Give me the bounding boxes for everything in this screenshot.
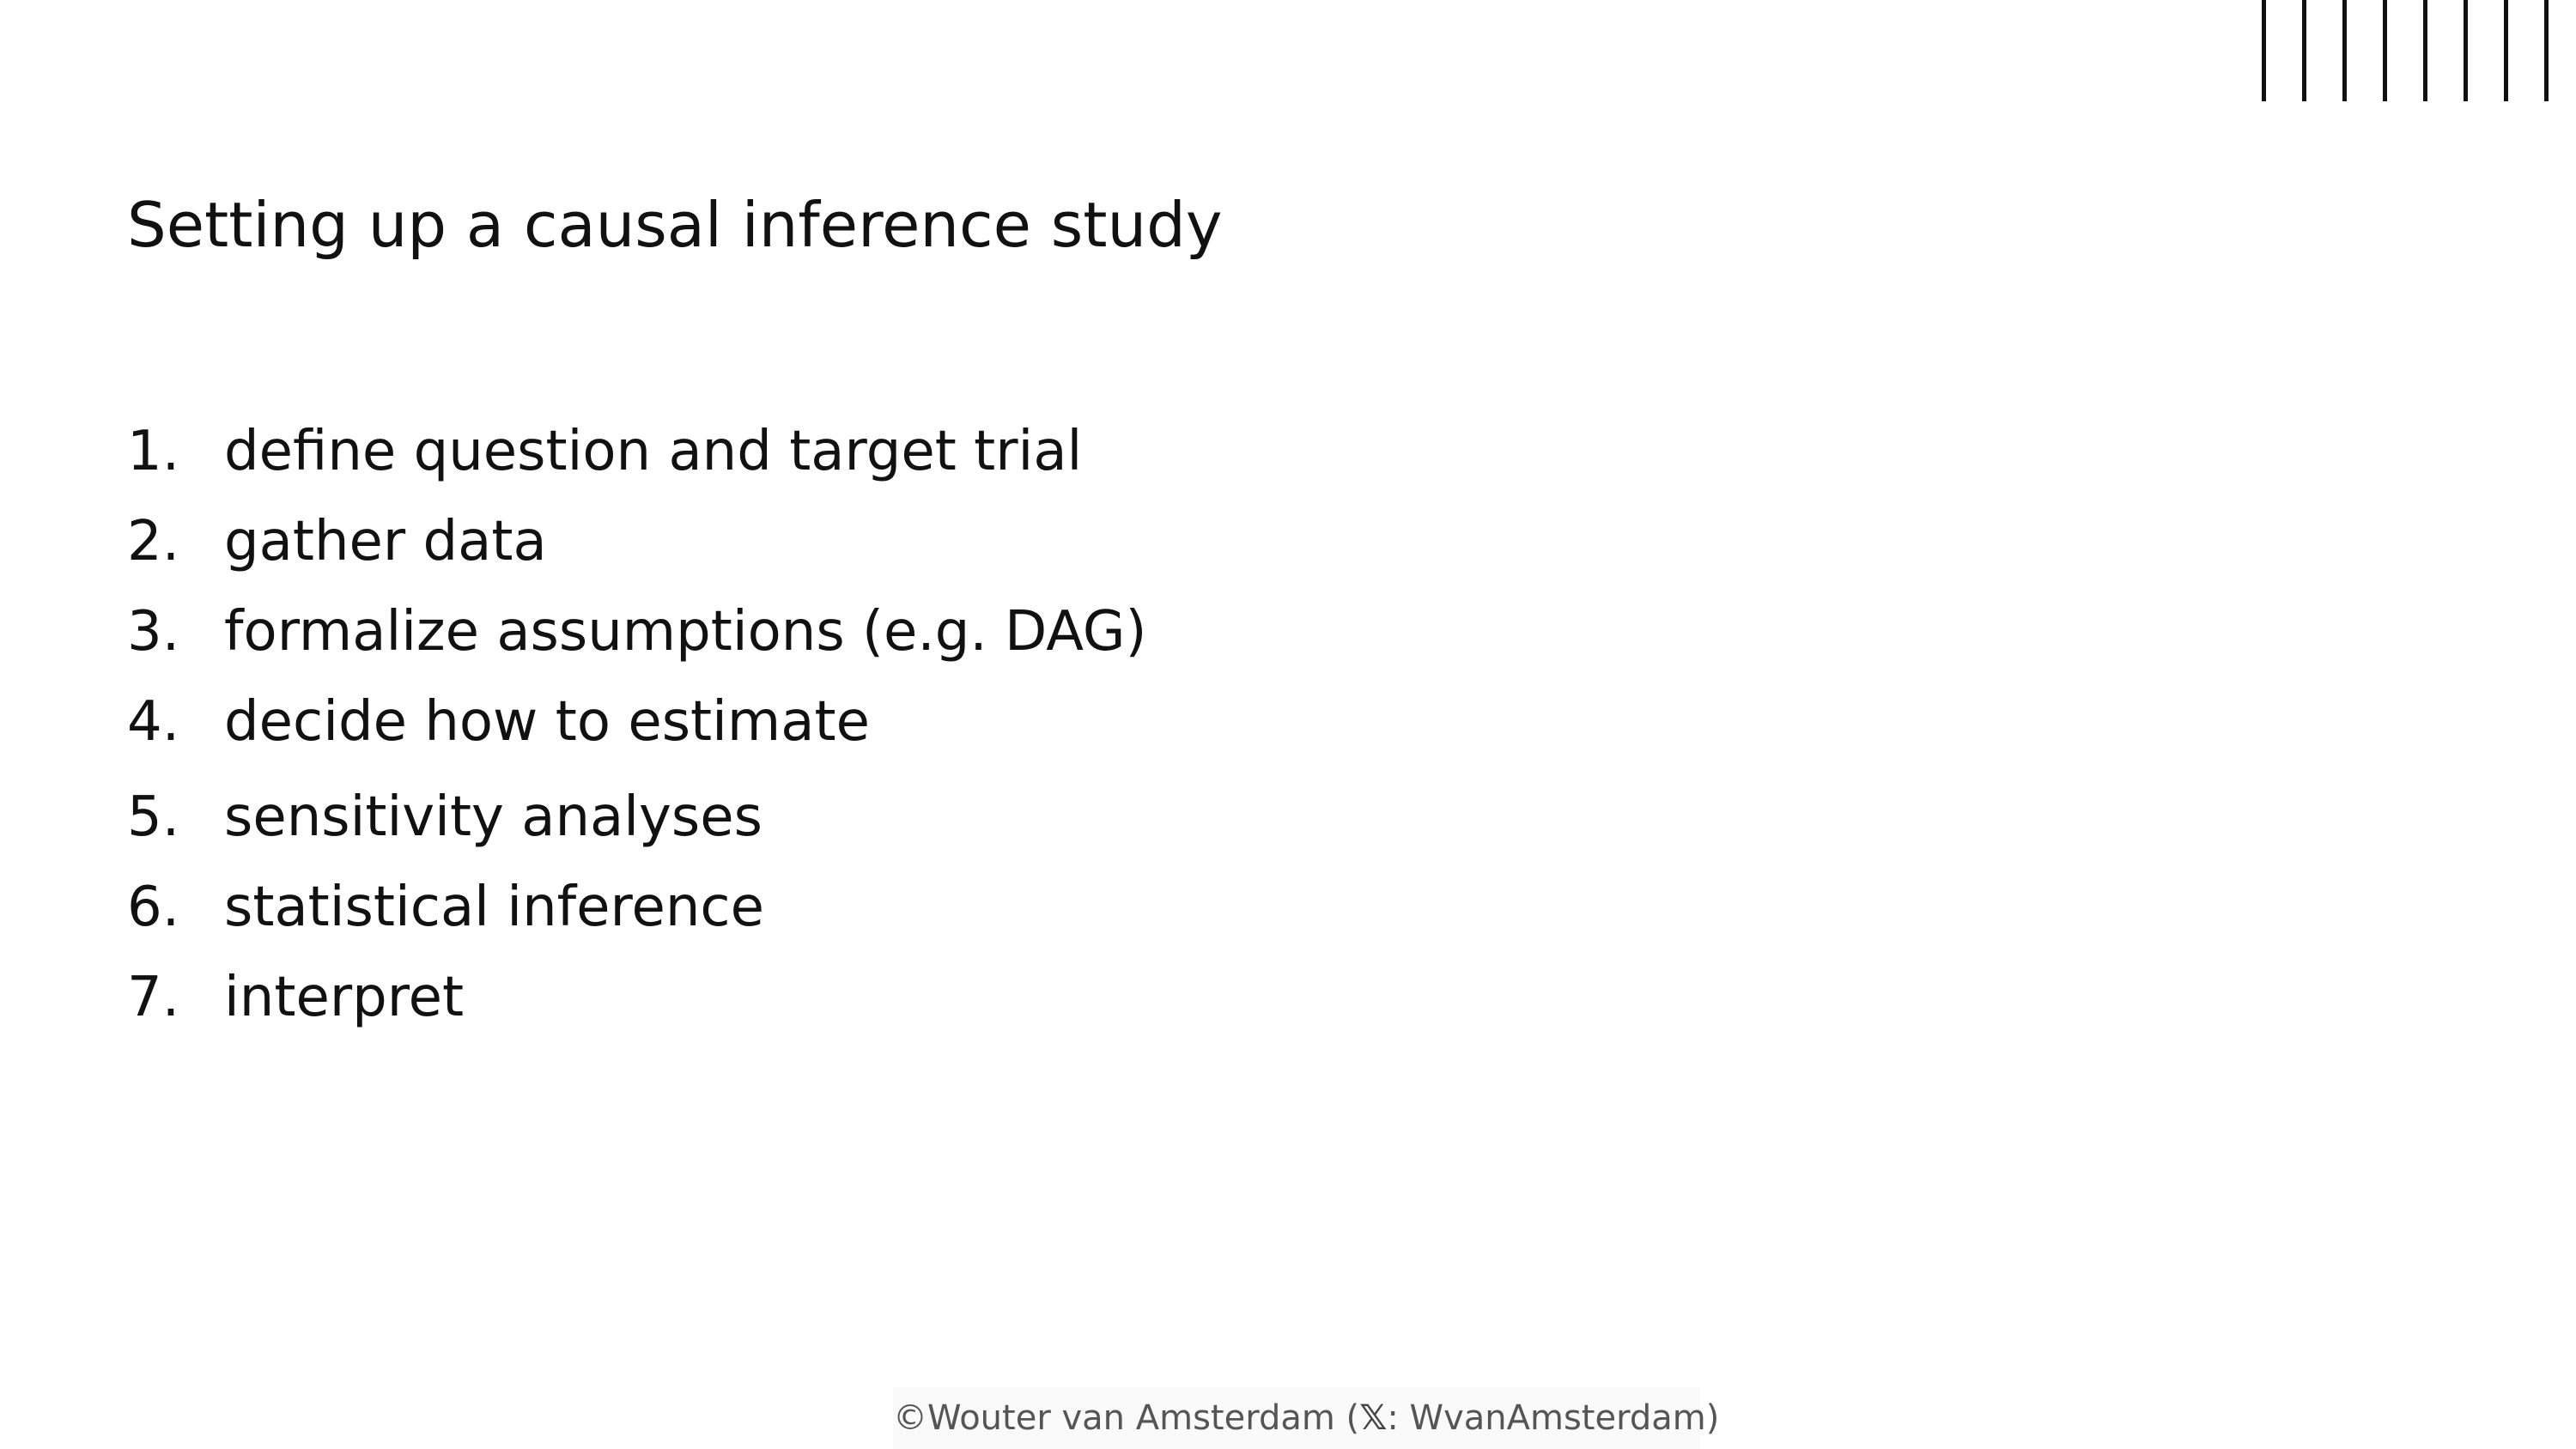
step-text: interpret [224, 966, 465, 1029]
list-item: 6. statistical inference [127, 864, 1146, 955]
footer-prefix: ©Wouter van Amsterdam ( [893, 1398, 1360, 1438]
list-item: 4. decide how to estimate [127, 679, 1146, 769]
decor-line [2262, 0, 2266, 101]
step-text: formalize assumptions (e.g. DAG) [224, 600, 1147, 664]
vertical-lines-icon [2250, 0, 2576, 101]
step-number: 6. [127, 876, 180, 939]
step-number: 5. [127, 785, 180, 849]
list-item: 3. formalize assumptions (e.g. DAG) [127, 589, 1146, 679]
decor-line [2464, 0, 2468, 101]
step-number: 7. [127, 966, 180, 1029]
decor-line [2342, 0, 2347, 101]
step-number: 3. [127, 600, 180, 664]
list-item: 5. sensitivity analyses [127, 774, 1146, 864]
decor-line [2544, 0, 2549, 101]
decor-line [2383, 0, 2387, 101]
decor-line [2423, 0, 2427, 101]
footer-suffix: : WvanAmsterdam) [1387, 1398, 1720, 1438]
steps-list: 1. define question and target trial 2. gat… [127, 409, 1146, 1045]
step-text: sensitivity analyses [224, 785, 762, 849]
step-number: 2. [127, 510, 180, 573]
step-text: define question and target trial [224, 420, 1083, 483]
list-item: 2. gather data [127, 499, 1146, 589]
step-text: statistical inference [224, 876, 764, 939]
step-text: gather data [224, 510, 547, 573]
page-title: Setting up a causal inference study [127, 189, 1223, 261]
list-item: 1. define question and target trial [127, 409, 1146, 499]
step-text: decide how to estimate [224, 690, 870, 754]
footer-credit: ©Wouter van Amsterdam (𝕏: WvanAmsterdam) [893, 1387, 1719, 1449]
list-item: 7. interpret [127, 955, 1146, 1045]
step-number: 1. [127, 420, 180, 483]
decor-line [2302, 0, 2306, 101]
decor-line [2504, 0, 2508, 101]
step-number: 4. [127, 690, 180, 754]
x-logo-icon: 𝕏 [1359, 1398, 1388, 1438]
